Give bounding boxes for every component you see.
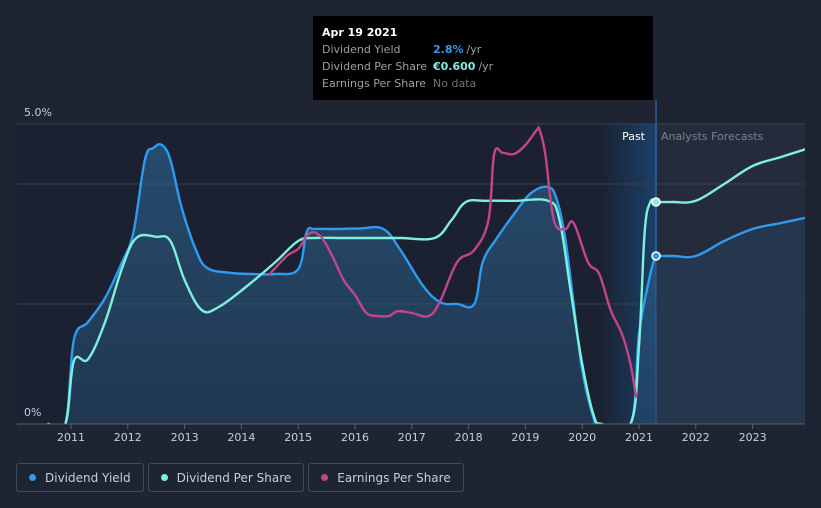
tooltip-value: €0.600 <box>433 60 476 73</box>
x-tick-label: 2013 <box>171 431 199 444</box>
tooltip-row-eps: Earnings Per Share No data <box>322 75 644 92</box>
legend-dot-icon <box>160 474 168 481</box>
x-tick-label: 2012 <box>114 431 142 444</box>
legend-label: Earnings Per Share <box>337 470 451 485</box>
dividend-yield-forecast-area <box>656 217 805 424</box>
tooltip-row-yield: Dividend Yield 2.8% /yr <box>322 41 644 58</box>
highlight-point <box>651 197 661 207</box>
chart-tooltip: Apr 19 2021 Dividend Yield 2.8% /yr Divi… <box>313 16 653 100</box>
x-tick-label: 2018 <box>455 431 483 444</box>
x-tick-label: 2023 <box>739 431 767 444</box>
legend-item-dividend-per-share[interactable]: Dividend Per Share <box>147 463 305 492</box>
legend-label: Dividend Yield <box>45 470 131 485</box>
legend-label: Dividend Per Share <box>176 470 292 485</box>
tooltip-date: Apr 19 2021 <box>322 26 398 39</box>
tooltip-label: Earnings Per Share <box>322 77 427 90</box>
tooltip-label: Dividend Per Share <box>322 60 428 73</box>
legend-item-dividend-yield[interactable]: Dividend Yield <box>16 463 144 492</box>
earnings-per-share-line <box>268 126 638 399</box>
legend-dot-icon <box>321 474 329 481</box>
dividend-per-share-line <box>47 148 805 424</box>
highlight-point <box>651 251 661 261</box>
y-tick-label: 5.0% <box>24 106 52 119</box>
tooltip-unit: /yr <box>478 60 494 73</box>
x-tick-label: 2015 <box>284 431 312 444</box>
x-tick-label: 2014 <box>227 431 255 444</box>
dividend-yield-area <box>48 144 657 424</box>
tooltip-row-dps: Dividend Per Share €0.600 /yr <box>322 58 644 75</box>
y-tick-label: 0% <box>24 406 41 419</box>
x-tick-label: 2019 <box>511 431 539 444</box>
dividend-yield-forecast-line <box>656 216 805 259</box>
tooltip-label: Dividend Yield <box>322 43 401 56</box>
tooltip-unit: /yr <box>466 43 482 56</box>
x-tick-label: 2022 <box>682 431 710 444</box>
x-tick-label: 2016 <box>341 431 369 444</box>
legend-dot-icon <box>29 474 36 481</box>
forecast-label: Analysts Forecasts <box>661 130 764 143</box>
tooltip-value: No data <box>433 77 477 90</box>
past-label: Past <box>622 130 646 143</box>
tooltip-value: 2.8% <box>433 43 464 56</box>
chart-legend: Dividend Yield Dividend Per Share Earnin… <box>16 463 464 492</box>
x-tick-label: 2021 <box>625 431 653 444</box>
legend-item-earnings-per-share[interactable]: Earnings Per Share <box>308 463 464 492</box>
x-tick-label: 2011 <box>57 431 85 444</box>
x-tick-label: 2017 <box>398 431 426 444</box>
x-tick-label: 2020 <box>568 431 596 444</box>
